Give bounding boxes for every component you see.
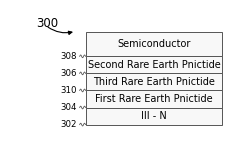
- Text: Third Rare Earth Pnictide: Third Rare Earth Pnictide: [93, 77, 215, 87]
- Text: Semiconductor: Semiconductor: [118, 39, 191, 49]
- Text: 302: 302: [61, 120, 77, 129]
- Bar: [86, 108, 222, 125]
- Bar: [86, 32, 222, 56]
- Text: 308: 308: [61, 52, 77, 61]
- Bar: [86, 56, 222, 73]
- Text: 310: 310: [61, 86, 77, 95]
- Bar: [86, 90, 222, 108]
- Bar: [86, 73, 222, 90]
- Text: 304: 304: [61, 103, 77, 112]
- Text: III - N: III - N: [142, 111, 167, 121]
- Text: Second Rare Earth Pnictide: Second Rare Earth Pnictide: [88, 60, 221, 70]
- Text: 306: 306: [61, 69, 77, 78]
- Text: 300: 300: [36, 17, 58, 30]
- Text: First Rare Earth Pnictide: First Rare Earth Pnictide: [96, 94, 213, 104]
